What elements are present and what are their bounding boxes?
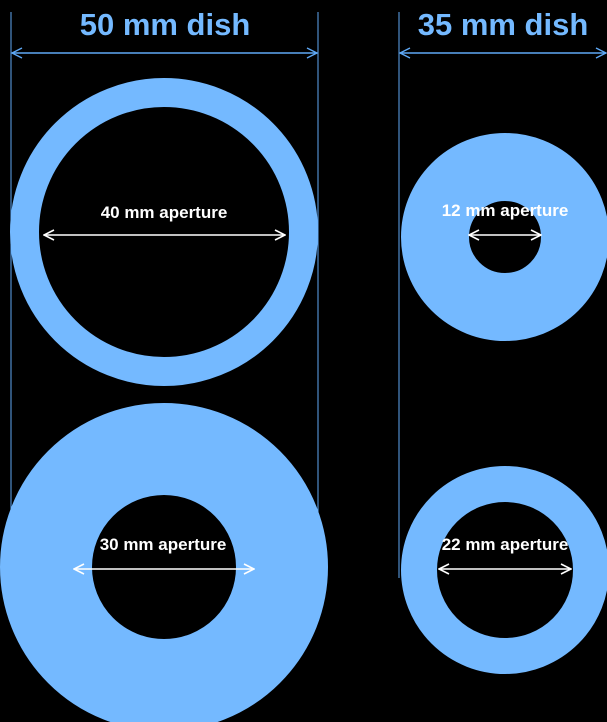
dish-35-ring-12 [401, 133, 607, 341]
dish-35-title: 35 mm dish [418, 7, 589, 42]
aperture-30-label: 30 mm aperture [100, 535, 227, 554]
aperture-40-label: 40 mm aperture [101, 203, 228, 222]
dish-35-ring-22 [401, 466, 607, 674]
dish-50-ring-40 [10, 78, 318, 386]
aperture-12-label: 12 mm aperture [442, 201, 569, 220]
aperture-22-label: 22 mm aperture [442, 535, 569, 554]
dish-50-title: 50 mm dish [80, 7, 251, 42]
dish-50-ring-30 [0, 403, 328, 722]
